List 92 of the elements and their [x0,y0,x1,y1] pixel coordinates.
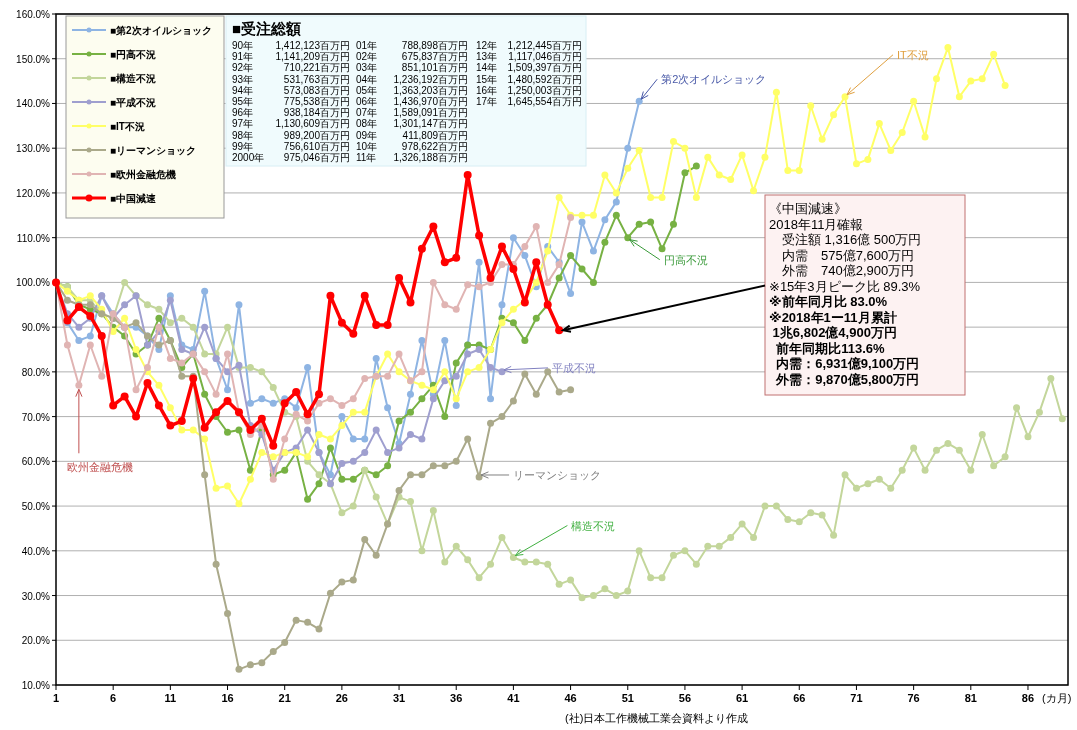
annotation: 構造不況 [571,519,616,532]
y-tick-label: 70.0% [21,411,51,423]
legend-label: ■欧州金融危機 [110,169,177,180]
text: 06年 1,436,970百万円 [356,96,468,107]
x-tick-label: 6 [110,692,117,704]
legend-label: ■構造不況 [110,73,157,84]
annotation: 円高不況 [663,253,708,266]
y-tick-label: 110.0% [16,232,51,244]
x-tick-label: 56 [678,692,692,704]
y-tick-label: 140.0% [16,98,51,110]
x-tick-label: 41 [507,692,520,704]
text: 99年 756,610百万円 [232,140,350,152]
text: 94年 573,083百万円 [232,84,350,96]
legend-label: ■リーマンショック [110,145,197,156]
legend-label: ■第2次オイルショック [110,25,212,36]
annotation: ■受注総額 [232,20,302,37]
y-tick-label: 20.0% [21,635,51,647]
x-tick-label: 21 [278,692,291,704]
text: 02年 675,837百万円 [356,51,468,63]
text: 91年 1,141,209百万円 [232,51,350,63]
y-tick-label: 150.0% [16,53,51,65]
annotation: 前年同期比113.6% [769,340,886,356]
text: 05年 1,363,203百万円 [356,84,468,96]
x-tick-label: 81 [964,692,977,704]
x-axis-title: (カ月) [1041,692,1072,704]
text: (社)日本工作機械工業会資料より作成 [565,712,749,724]
x-tick-label: 61 [735,692,749,704]
x-tick-label: 76 [907,692,920,704]
annotation: 外需 740億2,900万円 [769,263,915,278]
text: 96年 938,184百万円 [232,107,350,119]
x-tick-label: 51 [621,692,634,704]
text: 08年 1,301,147百万円 [356,118,468,130]
text: 07年 1,589,091百万円 [356,107,468,119]
annotation: 欧州金融危機 [66,461,133,474]
annotation: 13年 1,117,046百万円 [476,51,582,63]
y-tick-label: 120.0% [16,187,51,199]
legend-label: ■中国減速 [110,193,158,204]
annotation: 17年 1,645,554百万円 [476,96,582,107]
annotation: IT不況 [897,48,929,61]
text: 01年 788,898百万円 [356,40,468,51]
annotation: 第2次オイルショック [661,73,767,86]
x-tick-label: 71 [850,692,863,704]
annotation: 受注額 1,316億 500万円 [769,232,922,247]
annotation: 14年 1,509,397百万円 [476,62,582,74]
x-tick-label: 31 [392,692,406,704]
x-tick-label: 66 [793,692,806,704]
x-tick-label: 16 [221,692,234,704]
x-tick-label: 11 [164,692,177,704]
text: 10年 978,622百万円 [356,140,468,152]
y-tick-label: 100.0% [16,277,51,289]
annotation: 平成不況 [551,361,596,374]
annotation: ※15年3月ピーク比 89.3% [769,278,921,294]
text: 90年 1,412,123百万円 [232,40,350,51]
annotation: 12年 1,212,445百万円 [476,40,582,51]
text: 11年 1,326,188百万円 [356,152,468,163]
text: 09年 411,809百万円 [356,129,468,141]
y-tick-label: 40.0% [21,545,51,557]
text: 93年 531,763百万円 [232,73,350,85]
y-tick-label: 50.0% [21,501,51,513]
annotation: ※2018年1ー11月累計 [769,309,897,325]
annotation: 16年 1,250,003百万円 [476,84,582,96]
legend-label: ■平成不況 [110,97,157,108]
text: 04年 1,236,192百万円 [356,73,468,85]
annotation: 15年 1,480,592百万円 [476,73,582,85]
x-tick-label: 86 [1021,692,1035,704]
y-tick-label: 160.0% [16,9,51,20]
y-tick-label: 130.0% [16,143,51,155]
x-tick-label: 26 [335,692,348,704]
annotation: 《中国減速》 [769,201,847,216]
y-tick-label: 60.0% [21,456,51,468]
annotation: 1兆6,802億4,900万円 [769,325,897,340]
text: 03年 851,101百万円 [356,62,468,74]
annotation: 内需 575億7,600万円 [769,247,915,263]
y-tick-label: 10.0% [21,680,51,691]
y-tick-label: 80.0% [21,366,51,378]
text: 95年 775,538百万円 [232,96,350,107]
legend-label: ■IT不況 [110,121,145,132]
y-tick-label: 30.0% [21,590,51,602]
annotation: 2018年11月確報 [769,216,864,232]
x-tick-label: 46 [564,692,577,704]
annotation: リーマンショック [513,468,602,481]
text: 98年 989,200百万円 [232,129,350,141]
annotation: 内需：6,931億9,100万円 [769,356,920,371]
text: 2000年 975,046百万円 [232,152,350,163]
annotation: ※前年同月比 83.0% [769,294,888,309]
annotation: 外需：9,870億5,800万円 [769,371,920,387]
text: 97年 1,130,609百万円 [232,118,350,130]
y-tick-label: 90.0% [21,322,51,334]
x-tick-label: 1 [52,692,60,704]
x-tick-label: 36 [450,692,463,704]
legend-label: ■円高不況 [110,49,157,60]
text: 92年 710,221百万円 [232,62,350,74]
